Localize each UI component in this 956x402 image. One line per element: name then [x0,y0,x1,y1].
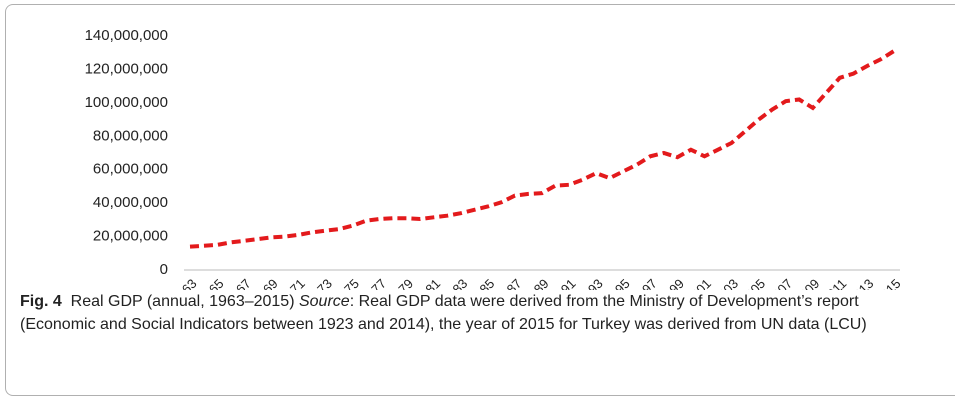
y-tick-label: 100,000,000 [85,94,168,111]
y-tick-label: 20,000,000 [93,228,168,245]
chart: 0 20,000,000 40,000,000 60,000,000 80,000,00… [85,27,904,290]
x-tick-label: 1991 [548,276,579,290]
x-tick-label: 1971 [277,276,308,290]
x-tick-label: 1987 [493,276,524,290]
x-tick-label: 1995 [602,276,633,290]
x-tick-label: 1979 [385,276,416,290]
x-tick-label: 1965 [196,276,227,290]
x-tick-label: 1999 [656,276,687,290]
x-tick-label: 1993 [575,276,606,290]
x-tick-label: 2005 [737,276,768,290]
x-tick-label: 1977 [358,276,389,290]
y-tick-label: 0 [160,261,168,278]
x-tick-label: 1973 [304,276,335,290]
x-tick-label: 1985 [466,276,497,290]
x-tick-label: 1997 [629,276,660,290]
y-tick-label: 80,000,000 [93,127,168,144]
caption-label: Fig. 4 [20,293,62,310]
caption-source-label: Source [298,293,350,310]
y-tick-label: 40,000,000 [93,194,168,211]
x-tick-label: 2009 [791,276,822,290]
x-tick-label: 2001 [683,276,714,290]
y-tick-label: 60,000,000 [93,161,168,178]
figure-frame [5,4,955,396]
x-tick-label: 1963 [168,276,199,290]
y-tick-label: 120,000,000 [85,60,168,77]
caption-title: Real GDP (annual, 1963–2015) [70,293,295,310]
x-tick-label: 1983 [439,276,470,290]
x-tick-label: 1981 [412,276,443,290]
data-line [189,49,896,249]
x-tick-label: 2003 [710,276,741,290]
x-tick-label: 1975 [331,276,362,290]
x-tick-label: 2013 [845,276,876,290]
x-tick-label: 2015 [872,276,903,290]
x-tick-label: 1969 [250,276,281,290]
x-tick-label: 2007 [764,276,795,290]
x-tick-label: 1989 [520,276,551,290]
caption: Fig. 4 Real GDP (annual, 1963–2015) Sour… [20,290,930,336]
y-tick-label: 140,000,000 [85,27,168,44]
caption-source-text: : Real GDP data were derived from the Mi… [20,293,867,333]
x-tick-label: 2011 [819,276,849,290]
x-tick-label: 1967 [223,276,254,290]
